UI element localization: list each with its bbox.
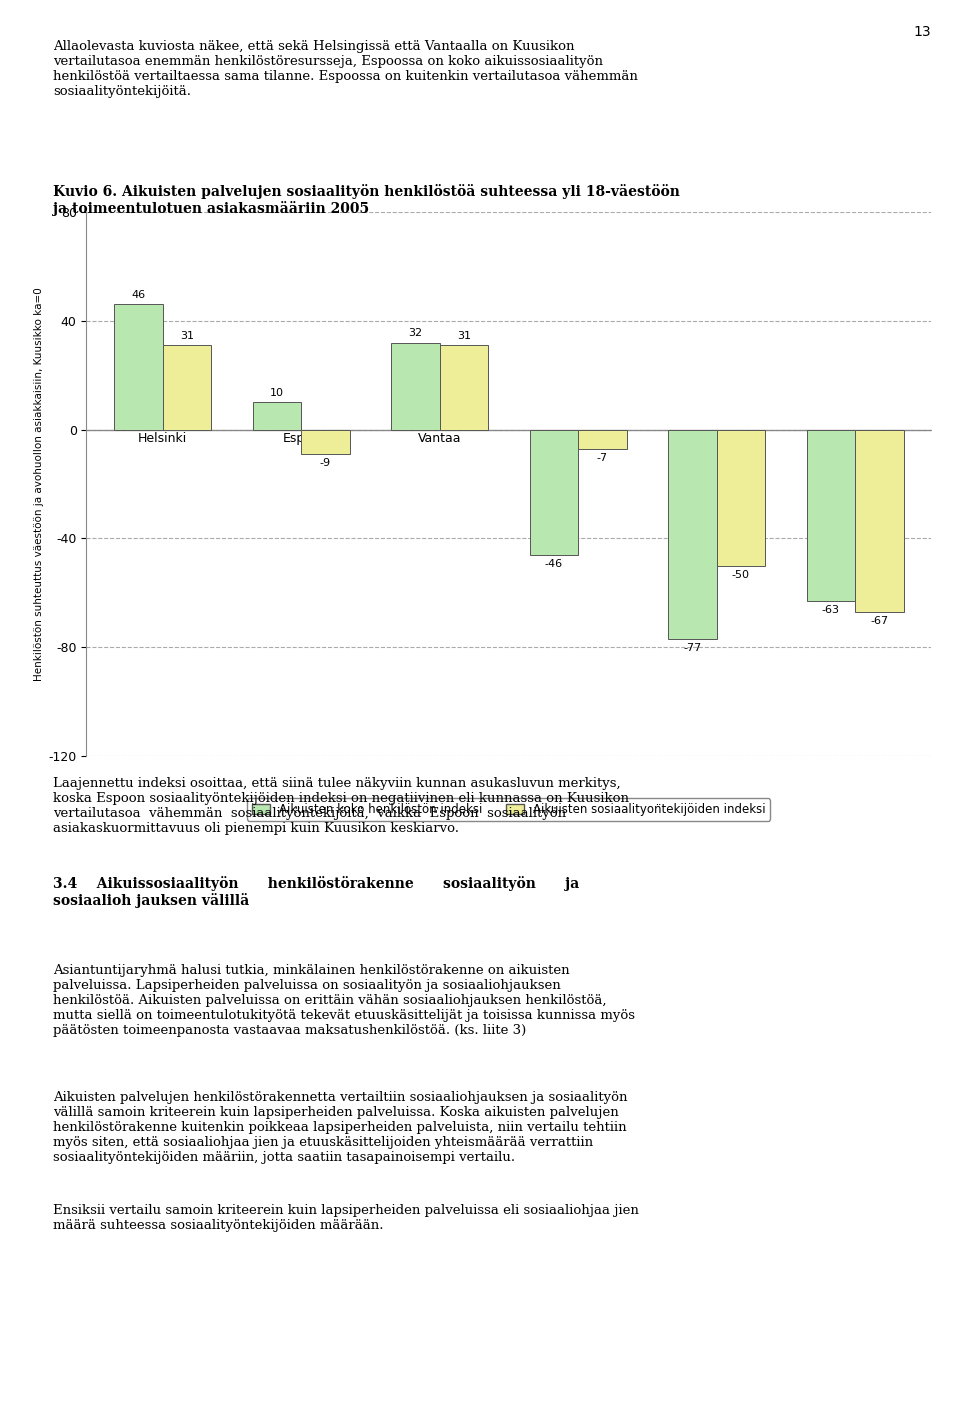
Bar xyxy=(162,345,211,430)
Text: -67: -67 xyxy=(870,616,888,626)
Bar xyxy=(252,403,301,430)
Text: -7: -7 xyxy=(597,452,608,462)
Bar xyxy=(716,430,765,565)
Legend: Aikuisten koko henkilöstön indeksi, Aikuisten sosiaalityon̈tekijöiden indeksi: Aikuisten koko henkilöstön indeksi, Aiku… xyxy=(247,798,771,821)
Bar xyxy=(668,430,716,639)
Bar xyxy=(578,430,627,448)
Text: Laajennettu indeksi osoittaa, että siinä tulee näkyviin kunnan asukasluvun merki: Laajennettu indeksi osoittaa, että siinä… xyxy=(53,777,629,835)
Bar xyxy=(530,430,578,555)
Text: -63: -63 xyxy=(822,605,840,615)
Text: -77: -77 xyxy=(684,643,702,653)
Text: 46: 46 xyxy=(132,290,145,301)
Text: -46: -46 xyxy=(544,558,563,569)
Text: Aikuisten palvelujen henkilöstörakennetta vertailtiin sosiaaliohjauksen ja sosia: Aikuisten palvelujen henkilöstörakennett… xyxy=(53,1091,627,1164)
Text: 32: 32 xyxy=(408,328,422,339)
Text: Kuvio 6. Aikuisten palvelujen sosiaalityön henkilöstöä suhteessa yli 18-väestöön: Kuvio 6. Aikuisten palvelujen sosiaality… xyxy=(53,184,680,216)
Bar xyxy=(440,345,488,430)
Bar xyxy=(806,430,855,601)
Text: 10: 10 xyxy=(270,389,284,398)
Bar xyxy=(855,430,903,612)
Text: 13: 13 xyxy=(914,25,931,40)
Text: -50: -50 xyxy=(732,569,750,579)
Text: Allaolevasta kuviosta näkee, että sekä Helsingissä että Vantaalla on Kuusikon
ve: Allaolevasta kuviosta näkee, että sekä H… xyxy=(53,40,637,97)
Bar xyxy=(391,342,440,430)
Text: 31: 31 xyxy=(457,331,470,341)
Text: -9: -9 xyxy=(320,458,331,468)
Y-axis label: Henkilöstön suhteuttus väestöön ja avohuollon asiakkaisiin, Kuusikko ka=0: Henkilöstön suhteuttus väestöön ja avohu… xyxy=(35,287,44,681)
Text: 31: 31 xyxy=(180,331,194,341)
Bar xyxy=(301,430,349,454)
Text: 3.4    Aikuissosiaalityön      henkilöstörakenne      sosiaalityön      ja
sosia: 3.4 Aikuissosiaalityön henkilöstörakenne… xyxy=(53,876,579,909)
Text: Asiantuntijaryhmä halusi tutkia, minkälainen henkilöstörakenne on aikuisten
palv: Asiantuntijaryhmä halusi tutkia, minkäla… xyxy=(53,964,635,1037)
Text: Ensiksii vertailu samoin kriteerein kuin lapsiperheiden palveluissa eli sosiaali: Ensiksii vertailu samoin kriteerein kuin… xyxy=(53,1204,638,1232)
Bar xyxy=(114,304,162,430)
